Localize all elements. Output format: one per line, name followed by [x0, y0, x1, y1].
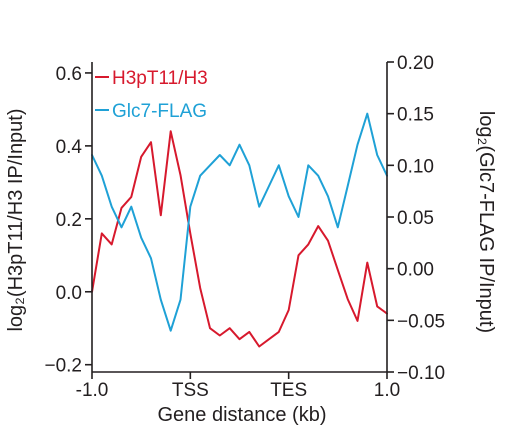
- plot-lines: [91, 112, 388, 348]
- right-y-tick-label: 0.20: [397, 53, 434, 74]
- legend-label-h3pt11: H3pT11/H3: [112, 68, 208, 89]
- ticks-layer: −0.2 0.0 0.2 0.4 0.6 −0.10 −0.05 0.00 0.05 0.10 0.…: [44, 53, 445, 401]
- left-y-tick-label: 0.6: [56, 64, 82, 85]
- left-y-tick-label: 0.4: [56, 137, 83, 158]
- x-tick-label: TES: [270, 380, 307, 401]
- x-axis-label: Gene distance (kb): [158, 404, 327, 426]
- right-y-tick-label: 0.00: [397, 260, 434, 281]
- right-y-tick-label: −0.05: [397, 311, 445, 332]
- legend-label-glc7: Glc7-FLAG: [112, 101, 207, 122]
- series-line-glc7: [91, 112, 388, 332]
- right-y-tick-label: −0.10: [397, 363, 445, 384]
- x-tick-label: TSS: [172, 380, 209, 401]
- right-y-axis-label: log₂(Glc7-FLAG IP/Input): [475, 111, 497, 333]
- chart-legend: H3pT11/H3 Glc7-FLAG: [95, 68, 208, 122]
- x-tick-label: 1.0: [374, 380, 400, 401]
- right-y-tick-label: 0.15: [397, 105, 434, 126]
- right-y-tick-label: 0.05: [397, 208, 434, 229]
- series-line-h3pt11: [91, 130, 388, 348]
- left-y-tick-label: 0.0: [56, 283, 82, 304]
- left-y-tick-label: 0.2: [56, 210, 82, 231]
- x-tick-label: -1.0: [76, 380, 109, 401]
- left-y-axis-label: log₂(H3pT11/H3 IP/Input): [5, 108, 27, 331]
- left-y-tick-label: −0.2: [44, 356, 82, 377]
- right-y-tick-label: 0.10: [397, 156, 434, 177]
